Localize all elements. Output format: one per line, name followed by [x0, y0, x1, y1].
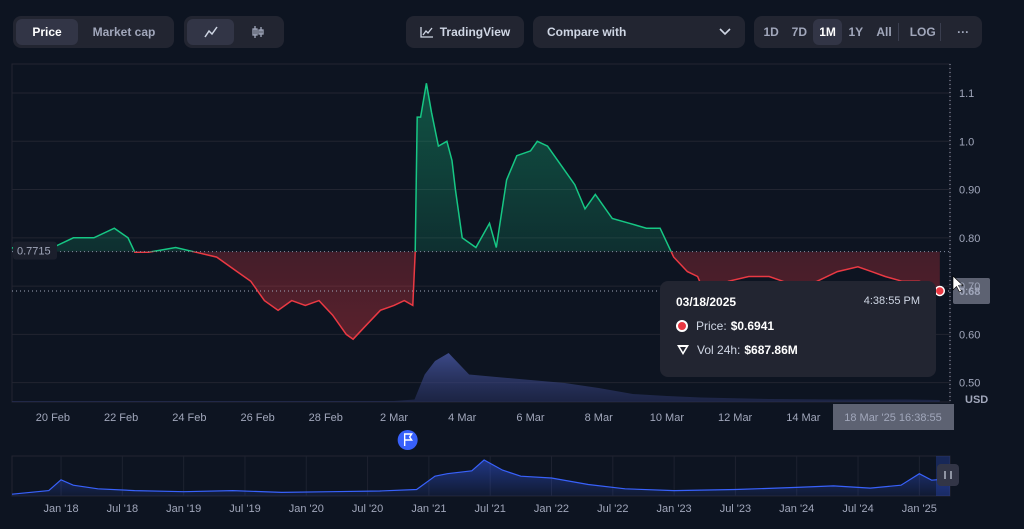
tradingview-button[interactable]: TradingView: [406, 16, 524, 48]
y-tick-label: 0.90: [959, 185, 980, 197]
cursor-icon: [952, 275, 964, 293]
navigator-tick-label: Jan '25: [902, 503, 937, 515]
divider: [940, 23, 942, 41]
navigator-tick-label: Jan '22: [534, 503, 569, 515]
range-1m-button[interactable]: 1M: [813, 19, 842, 45]
x-axis: 20 Feb 22 Feb 24 Feb 26 Feb 28 Feb 2 Mar 4 Mar…: [36, 412, 821, 424]
x-tick-label: 12 Mar: [718, 412, 753, 424]
navigator-tick-label: Jul '19: [229, 503, 260, 515]
x-tick-label: 2 Mar: [380, 412, 408, 424]
y-tick-label: 0.70: [959, 281, 980, 293]
tooltip-price-label: Price:: [696, 319, 727, 333]
price-tab[interactable]: Price: [16, 19, 78, 45]
x-tick-label: 6 Mar: [516, 412, 544, 424]
y-axis: 1.1 1.0 0.90 0.80 0.70 0.60 0.50 USD: [959, 88, 988, 406]
price-area-down: [12, 251, 940, 340]
y-tick-label: 1.1: [959, 88, 974, 100]
price-dot-icon: [676, 320, 688, 332]
candlestick-button[interactable]: [234, 19, 281, 45]
tooltip-date: 03/18/2025: [676, 295, 737, 309]
range-1y-button[interactable]: 1Y: [848, 25, 864, 39]
navigator-tick-label: Jan '23: [657, 503, 692, 515]
y-unit-label: USD: [965, 394, 988, 406]
price-marketcap-toggle: Price Market cap: [13, 16, 174, 48]
more-options-button[interactable]: ···: [957, 25, 970, 39]
tooltip-vol-label: Vol 24h:: [697, 343, 741, 357]
navigator-tick-label: Jan '19: [166, 503, 201, 515]
current-price-point: [934, 285, 946, 297]
compare-with-dropdown[interactable]: Compare with: [533, 16, 745, 48]
range-all-button[interactable]: All: [876, 25, 892, 39]
navigator-handle: [937, 464, 959, 486]
candlestick-icon: [251, 26, 264, 38]
log-scale-button[interactable]: LOG: [909, 25, 936, 39]
x-tick-label: 8 Mar: [585, 412, 613, 424]
market-cap-tab[interactable]: Market cap: [92, 25, 156, 39]
x-tick-label: 26 Feb: [240, 412, 274, 424]
tradingview-icon: [420, 27, 433, 38]
price-line-down: [17, 251, 941, 341]
navigator-tick-label: Jul '23: [720, 503, 751, 515]
x-tick-label: 14 Mar: [786, 412, 821, 424]
tooltip-time: 4:38:55 PM: [863, 295, 920, 307]
navigator-tick-label: Jul '22: [597, 503, 628, 515]
navigator-tick-label: Jan '20: [289, 503, 324, 515]
range-7d-button[interactable]: 7D: [791, 25, 808, 39]
current-price-label: 0.68: [959, 286, 980, 298]
event-markers[interactable]: [397, 430, 418, 450]
tradingview-label: TradingView: [439, 25, 511, 39]
navigator-tick-label: Jan '21: [411, 503, 446, 515]
volume-icon: [677, 345, 689, 355]
baseline-label-bg: [13, 241, 57, 260]
price-area: [11, 83, 941, 341]
flag-icon: [403, 433, 413, 446]
crosshair-date-label: 18 Mar '25 16:38:55: [844, 412, 942, 424]
x-tick-label: 24 Feb: [172, 412, 206, 424]
navigator-tick-label: Jul '24: [842, 503, 873, 515]
y-tick-label: 0.50: [959, 378, 980, 390]
baseline-label: 0.7715: [17, 246, 51, 258]
x-tick-label: 28 Feb: [309, 412, 343, 424]
price-line-up: [11, 83, 672, 252]
crosshair-date-bg: [833, 404, 954, 430]
chart-toolbar: Price Market cap TradingView Compare wit…: [0, 16, 1024, 48]
navigator-tick-label: Jul '20: [352, 503, 383, 515]
navigator-tick-label: Jan '24: [779, 503, 814, 515]
x-tick-label: 22 Feb: [104, 412, 138, 424]
x-tick-label: 4 Mar: [448, 412, 476, 424]
tooltip-price-value: $0.6941: [730, 319, 775, 333]
navigator-tick-label: Jul '18: [107, 503, 138, 515]
chevron-down-icon: [719, 28, 731, 36]
line-chart-icon: [203, 26, 218, 38]
line-chart-button[interactable]: [187, 19, 234, 45]
x-tick-label: 10 Mar: [650, 412, 685, 424]
volume-bars: [12, 353, 940, 402]
tooltip-vol-value: $687.86M: [744, 343, 798, 357]
divider: [898, 23, 900, 41]
navigator-tick-label: Jan '18: [43, 503, 78, 515]
navigator-tick-label: Jul '21: [474, 503, 505, 515]
range-1d-button[interactable]: 1D: [763, 25, 779, 39]
navigator-line: [11, 459, 951, 495]
x-tick-label: 20 Feb: [36, 412, 70, 424]
baseline: 0.7715 0.68: [12, 241, 990, 304]
y-tick-label: 1.0: [959, 136, 974, 148]
range-navigator[interactable]: Jan '18 Jul '18 Jan '19 Jul '19 Jan '20 Jul '…: [11, 455, 959, 515]
compare-with-label: Compare with: [547, 25, 627, 39]
y-tick-label: 0.60: [959, 329, 980, 341]
y-tick-label: 0.80: [959, 233, 980, 245]
chart-type-toggle: [184, 16, 284, 48]
price-tooltip: 03/18/2025 4:38:55 PM Price: $0.6941 Vol…: [660, 281, 936, 377]
time-range-selector: 1D 7D 1M 1Y All LOG ···: [754, 16, 982, 48]
price-area-up: [12, 83, 672, 252]
volume-area: [12, 353, 940, 402]
navigator-area: [12, 460, 950, 496]
crosshair: 18 Mar '25 16:38:55: [833, 404, 954, 430]
